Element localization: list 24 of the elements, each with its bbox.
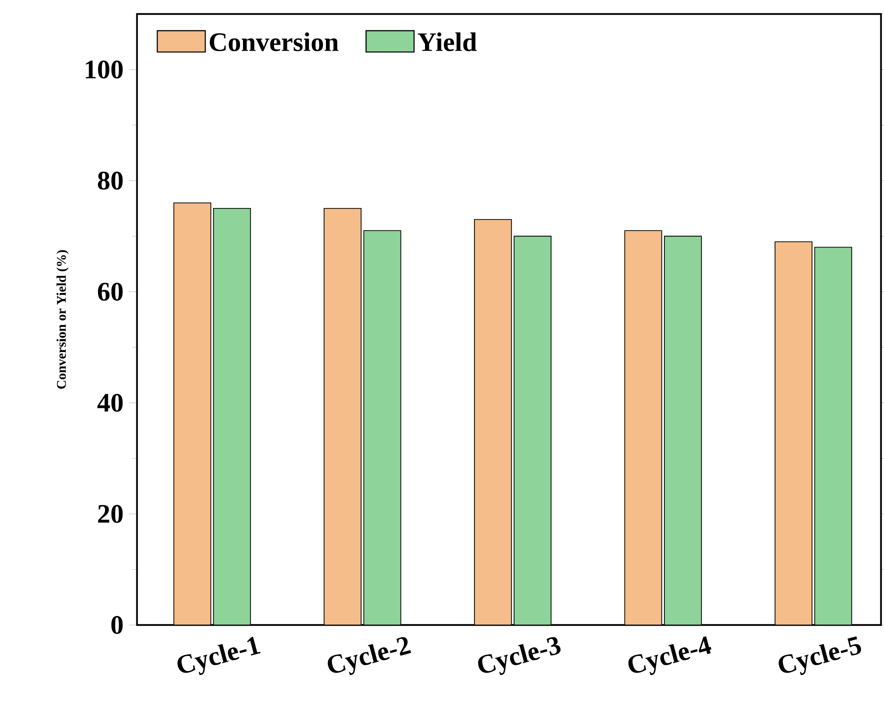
legend-label: Conversion (210, 32, 338, 52)
bar (363, 230, 402, 625)
bar (173, 202, 212, 625)
bar (774, 241, 812, 625)
bar (514, 236, 552, 625)
bar (324, 208, 362, 625)
x-tick-label: Cycle-4 (628, 636, 712, 676)
bar (624, 230, 662, 625)
legend-label: Yield (418, 32, 477, 52)
y-axis-title: Conversion or Yield (%) (56, 250, 69, 389)
bar (474, 219, 512, 625)
x-tick-label: Cycle-3 (478, 637, 561, 676)
x-tick-label: Cycle-5 (778, 636, 862, 676)
y-tick-label: 60 (98, 282, 123, 301)
x-tick-label: Cycle-1 (177, 636, 261, 676)
bar (814, 246, 852, 625)
x-tick-label: Cycle-2 (328, 637, 412, 676)
bar (664, 236, 702, 625)
y-tick-label: 100 (86, 60, 123, 79)
bar (213, 208, 251, 625)
y-tick-label: 80 (98, 172, 123, 190)
y-tick-label: 20 (98, 504, 123, 523)
y-tick-label: 40 (97, 394, 123, 412)
y-tick-label: 0 (111, 616, 123, 634)
